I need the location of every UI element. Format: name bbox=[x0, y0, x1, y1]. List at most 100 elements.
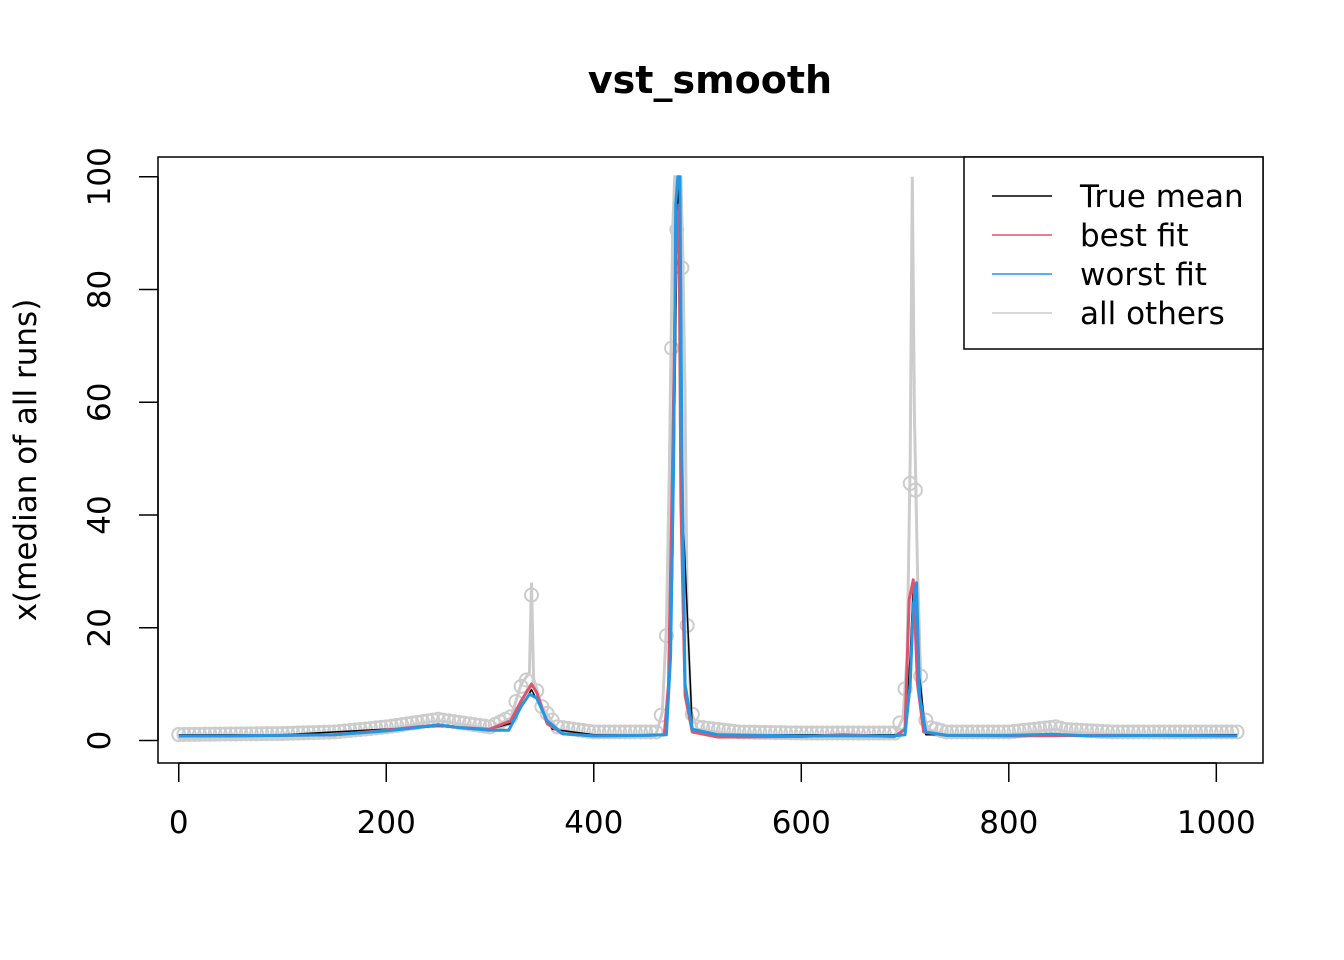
all-others-point bbox=[731, 724, 747, 740]
all-others-point bbox=[871, 725, 887, 741]
all-others-point bbox=[648, 724, 664, 740]
all-others-point bbox=[835, 725, 851, 741]
all-others-point bbox=[1177, 724, 1193, 740]
y-tick-label: 60 bbox=[82, 382, 118, 421]
all-others-point bbox=[607, 724, 623, 740]
all-others-point bbox=[617, 724, 633, 740]
all-others-point bbox=[824, 725, 840, 741]
all-others-point bbox=[1125, 724, 1141, 740]
x-axis: 0 200 400 600 800 1000 bbox=[169, 762, 1256, 841]
worst-fit-line bbox=[178, 175, 1238, 738]
all-others-point bbox=[358, 721, 374, 737]
all-others-point bbox=[596, 724, 612, 740]
x-tick-label: 200 bbox=[357, 805, 416, 841]
all-others-point bbox=[373, 719, 389, 735]
all-others-point bbox=[1229, 724, 1245, 740]
all-others-point bbox=[638, 724, 654, 740]
all-others-point bbox=[861, 725, 877, 741]
all-others-point bbox=[275, 726, 291, 742]
all-others-point bbox=[1188, 724, 1204, 740]
all-others-point bbox=[747, 724, 763, 740]
all-others-point bbox=[591, 724, 607, 740]
all-others-point bbox=[1193, 724, 1209, 740]
all-others-point bbox=[767, 725, 783, 741]
y-tick-label: 80 bbox=[82, 270, 118, 309]
all-others-point bbox=[809, 725, 825, 741]
all-others-point bbox=[1162, 724, 1178, 740]
legend-box bbox=[963, 156, 1264, 350]
all-others-point bbox=[570, 722, 586, 738]
all-others-point bbox=[762, 725, 778, 741]
all-others-point bbox=[259, 726, 275, 742]
x-tick-label: 600 bbox=[772, 805, 831, 841]
all-others-point bbox=[1141, 724, 1157, 740]
all-others-point bbox=[959, 724, 975, 740]
all-others-point bbox=[586, 724, 602, 740]
all-others-point bbox=[990, 724, 1006, 740]
y-axis-label: x(median of all runs) bbox=[8, 299, 44, 622]
all-others-point bbox=[773, 725, 789, 741]
all-others-point bbox=[264, 726, 280, 742]
all-others-point bbox=[1208, 724, 1224, 740]
all-others-point bbox=[1099, 724, 1115, 740]
all-others-point bbox=[238, 726, 254, 742]
all-others-point bbox=[1182, 724, 1198, 740]
all-others-point bbox=[612, 724, 628, 740]
all-others-point bbox=[975, 724, 991, 740]
x-tick-label: 0 bbox=[169, 805, 189, 841]
all-others-point bbox=[1172, 724, 1188, 740]
all-others-point bbox=[1146, 724, 1162, 740]
legend-label: all others bbox=[1080, 296, 1225, 332]
x-tick-label: 400 bbox=[564, 805, 623, 841]
all-others-point bbox=[1213, 724, 1229, 740]
all-others-point bbox=[845, 725, 861, 741]
y-tick-label: 40 bbox=[82, 495, 118, 534]
all-others-line bbox=[178, 175, 1238, 740]
all-others-point bbox=[254, 726, 270, 742]
all-others-point bbox=[1224, 724, 1240, 740]
all-others-point bbox=[736, 724, 752, 740]
all-others-point bbox=[1219, 724, 1235, 740]
legend-label: worst fit bbox=[1080, 257, 1207, 293]
all-others-point bbox=[876, 725, 892, 741]
all-others-point bbox=[798, 725, 814, 741]
all-others-point bbox=[1203, 724, 1219, 740]
all-others-point bbox=[243, 726, 259, 742]
all-others-point bbox=[783, 725, 799, 741]
all-others-point bbox=[1006, 723, 1022, 739]
all-others-point bbox=[856, 725, 872, 741]
legend-label: best fit bbox=[1080, 218, 1189, 254]
all-others-point bbox=[793, 725, 809, 741]
all-others-point bbox=[627, 724, 643, 740]
all-others-point bbox=[223, 726, 239, 742]
all-others-point bbox=[1151, 724, 1167, 740]
legend-label: True mean bbox=[1079, 179, 1244, 215]
all-others-point bbox=[778, 725, 794, 741]
all-others-point bbox=[752, 724, 768, 740]
all-others-point bbox=[788, 725, 804, 741]
all-others-point bbox=[996, 724, 1012, 740]
all-others-point bbox=[575, 723, 591, 739]
all-others-point bbox=[1115, 724, 1131, 740]
all-others-point bbox=[964, 724, 980, 740]
all-others-point bbox=[757, 724, 773, 740]
all-others-point bbox=[1167, 724, 1183, 740]
all-others-point bbox=[1110, 724, 1126, 740]
all-others-point bbox=[368, 720, 384, 736]
all-others-point bbox=[1120, 724, 1136, 740]
all-others-point bbox=[985, 724, 1001, 740]
all-others-point bbox=[949, 724, 965, 740]
all-others-point bbox=[1011, 723, 1027, 739]
all-others-point bbox=[1089, 723, 1105, 739]
all-others-point bbox=[866, 725, 882, 741]
all-others-point bbox=[804, 725, 820, 741]
all-others-point bbox=[280, 725, 296, 741]
y-tick-label: 0 bbox=[82, 731, 118, 751]
all-others-point bbox=[830, 725, 846, 741]
x-tick-label: 800 bbox=[979, 805, 1038, 841]
all-others-point bbox=[249, 726, 265, 742]
y-axis: 0 20 40 60 80 100 bbox=[82, 147, 159, 751]
all-others-point bbox=[819, 725, 835, 741]
all-others-point bbox=[1105, 724, 1121, 740]
